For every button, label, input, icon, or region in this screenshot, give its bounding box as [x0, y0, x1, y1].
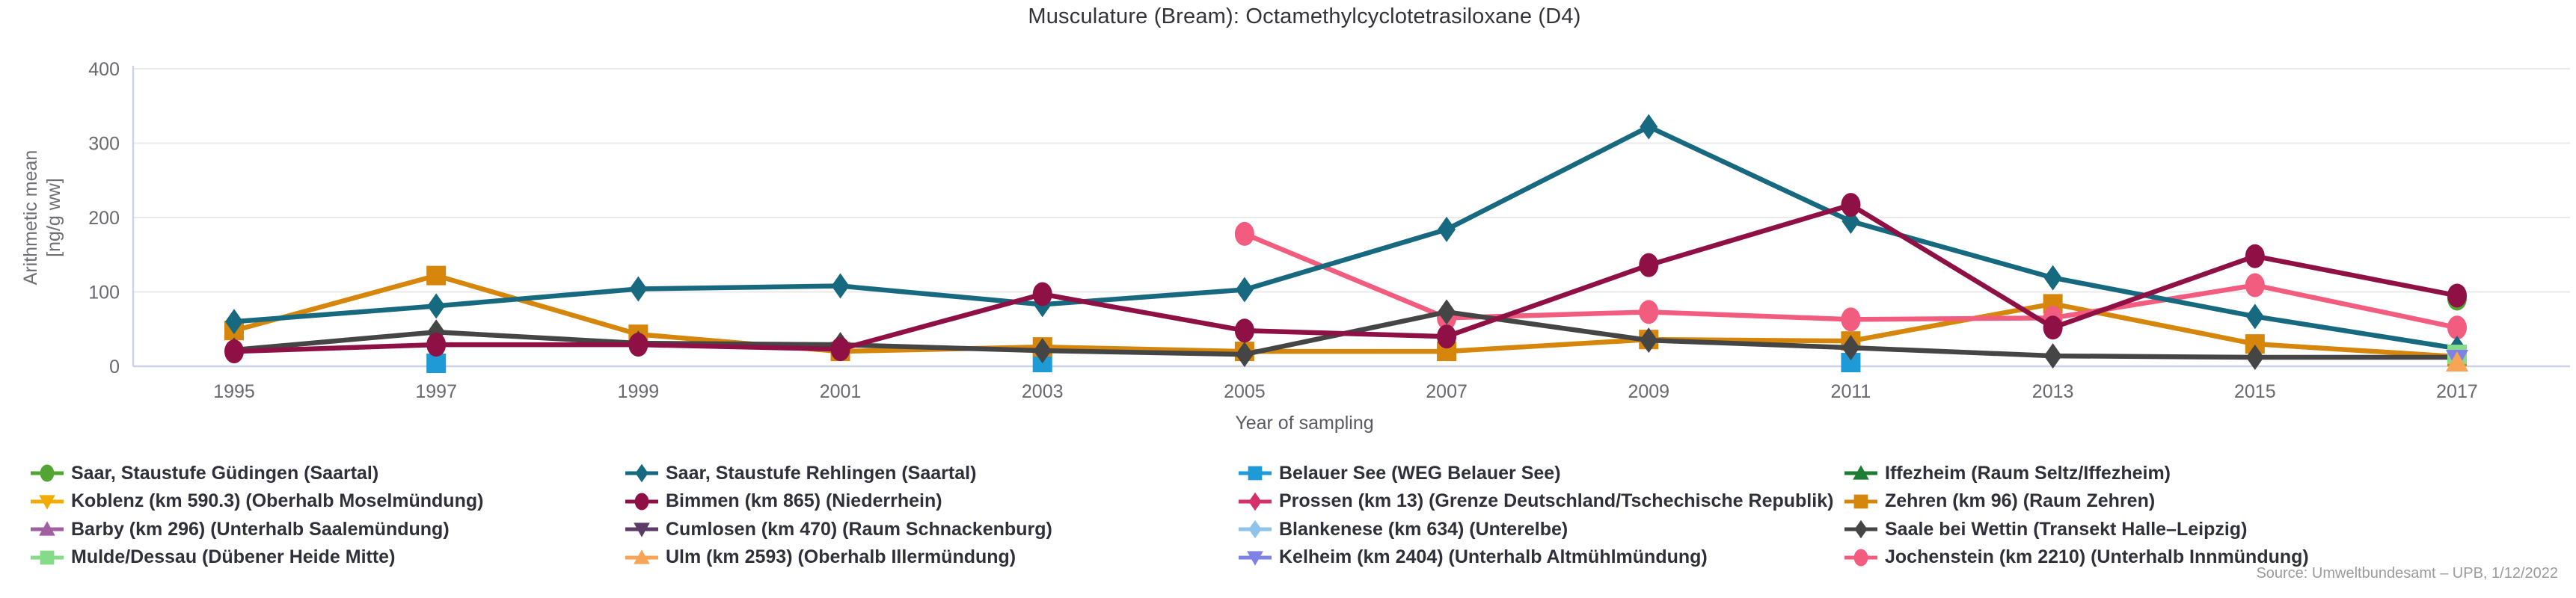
legend-item-label: Saale bei Wettin (Transekt Halle–Leipzig… [1885, 518, 2248, 540]
x-tick-label: 1997 [415, 381, 457, 402]
legend-item[interactable]: Belauer See (WEG Belauer See) [1238, 460, 1561, 486]
chart-title: Musculature (Bream): Octamethylcyclotetr… [1028, 4, 1581, 28]
legend-item-label: Prossen (km 13) (Grenze Deutschland/Tsch… [1279, 490, 1834, 511]
x-tick-label: 2007 [1426, 381, 1468, 402]
diamond-legend-icon [1239, 492, 1272, 511]
triangle-up-legend-icon [625, 549, 658, 564]
legend-item-label: Blankenese (km 634) (Unterelbe) [1279, 518, 1568, 540]
legend: Saar, Staustufe Güdingen (Saartal) Saar, … [0, 0, 2576, 567]
legend-item[interactable]: Blankenese (km 634) (Unterelbe) [1238, 517, 1568, 542]
circle-legend-icon [31, 464, 64, 482]
x-tick-label: 2009 [1628, 381, 1669, 402]
y-tick-label: 100 [88, 283, 120, 303]
legend-item-label: Belauer See (WEG Belauer See) [1279, 462, 1561, 484]
triangle-down-legend-icon [625, 523, 658, 537]
legend-item[interactable]: Bimmen (km 865) (Niederrhein) [625, 489, 942, 514]
triangle-up-legend-icon [1844, 465, 1877, 480]
legend-item-label: Kelheim (km 2404) (Unterhalb Altmühlmünd… [1279, 546, 1708, 567]
legend-item[interactable]: Saar, Staustufe Güdingen (Saartal) [30, 460, 378, 486]
legend-item-label: Mulde/Dessau (Dübener Heide Mitte) [71, 546, 396, 567]
y-tick-label: 300 [88, 134, 120, 155]
x-tick-label: 2013 [2032, 381, 2074, 402]
legend-item[interactable]: Saale bei Wettin (Transekt Halle–Leipzig… [1844, 517, 2247, 542]
y-tick-label: 200 [88, 208, 120, 229]
diamond-legend-icon [625, 463, 658, 483]
legend-item-label: Koblenz (km 590.3) (Oberhalb Moselmündun… [71, 490, 484, 511]
legend-item[interactable]: Iffezheim (Raum Seltz/Iffezheim) [1844, 460, 2171, 486]
x-tick-label: 2011 [1831, 381, 1871, 402]
square-legend-icon [1239, 466, 1272, 481]
legend-item-label: Saar, Staustufe Rehlingen (Saartal) [666, 462, 977, 484]
triangle-down-legend-icon [31, 494, 64, 510]
triangle-down-legend-icon [1239, 550, 1272, 566]
circle-legend-icon [625, 492, 658, 511]
x-tick-label: 2015 [2234, 381, 2276, 402]
source-note: Source: Umweltbundesamt – UPB, 1/12/2022 [2256, 565, 2558, 582]
square-legend-icon [31, 550, 64, 564]
legend-item[interactable]: Zehren (km 96) (Raum Zehren) [1844, 489, 2155, 514]
x-tick-label: 1999 [618, 381, 660, 402]
legend-item[interactable]: Koblenz (km 590.3) (Oberhalb Moselmündun… [30, 489, 483, 514]
legend-item[interactable]: Jochenstein (km 2210) (Unterhalb Innmünd… [1844, 545, 2309, 570]
legend-item[interactable]: Kelheim (km 2404) (Unterhalb Altmühlmünd… [1238, 545, 1708, 570]
legend-item[interactable]: Saar, Staustufe Rehlingen (Saartal) [625, 460, 976, 486]
x-axis-label: Year of sampling [1235, 413, 1373, 434]
legend-item[interactable]: Barby (km 296) (Unterhalb Saalemündung) [30, 517, 450, 542]
triangle-up-legend-icon [31, 521, 64, 536]
legend-item[interactable]: Cumlosen (km 470) (Raum Schnackenburg) [625, 517, 1052, 542]
square-legend-icon [1844, 494, 1877, 508]
x-tick-label: 2005 [1224, 381, 1266, 402]
legend-item[interactable]: Ulm (km 2593) (Oberhalb Illermündung) [625, 545, 1016, 570]
diamond-legend-icon [1239, 520, 1272, 539]
y-tick-label: 0 [109, 357, 120, 377]
legend-item-label: Iffezheim (Raum Seltz/Iffezheim) [1885, 462, 2171, 484]
legend-item-label: Bimmen (km 865) (Niederrhein) [666, 490, 942, 511]
x-tick-label: 2001 [820, 381, 862, 402]
circle-legend-icon [1844, 548, 1877, 567]
legend-item-label: Jochenstein (km 2210) (Unterhalb Innmünd… [1885, 546, 2309, 567]
legend-item-label: Saar, Staustufe Güdingen (Saartal) [71, 462, 379, 484]
legend-item-label: Barby (km 296) (Unterhalb Saalemündung) [71, 518, 450, 540]
x-tick-label: 2003 [1022, 381, 1064, 402]
series-14 [2445, 351, 2468, 372]
series-2 [225, 114, 2466, 362]
legend-item[interactable]: Mulde/Dessau (Dübener Heide Mitte) [30, 545, 395, 570]
diamond-legend-icon [1844, 520, 1877, 539]
x-tick-label: 1995 [213, 381, 255, 402]
x-tick-label: 2017 [2436, 381, 2478, 402]
series-3 [426, 353, 1861, 374]
legend-item[interactable]: Prossen (km 13) (Grenze Deutschland/Tsch… [1238, 489, 1833, 514]
legend-item-label: Zehren (km 96) (Raum Zehren) [1885, 490, 2156, 511]
y-tick-label: 400 [88, 59, 120, 80]
legend-item-label: Ulm (km 2593) (Oberhalb Illermündung) [666, 546, 1016, 567]
series-8 [224, 265, 2467, 367]
series-6 [224, 193, 2467, 364]
legend-item-label: Cumlosen (km 470) (Raum Schnackenburg) [666, 518, 1052, 540]
